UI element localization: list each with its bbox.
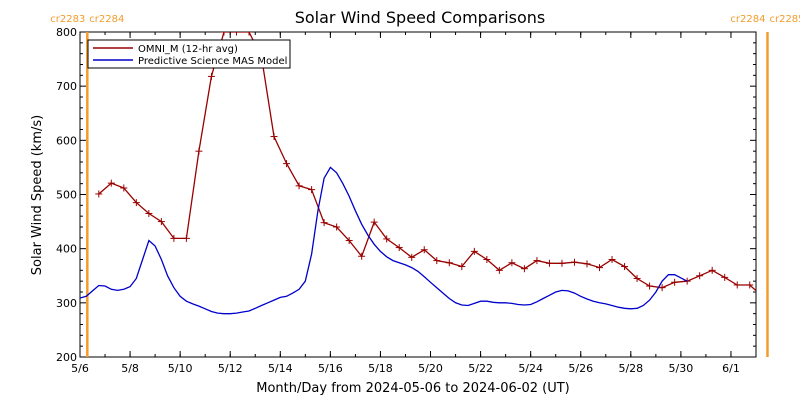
y-tick-label: 500 — [56, 189, 77, 202]
chart-title: Solar Wind Speed Comparisons — [295, 8, 546, 27]
x-tick-label: 5/22 — [468, 362, 493, 375]
data-point — [508, 259, 516, 267]
data-point — [483, 256, 491, 263]
data-point — [671, 278, 679, 286]
data-point — [195, 147, 203, 155]
x-tick-label: 5/24 — [518, 362, 543, 375]
data-point — [358, 252, 366, 260]
x-axis-label: Month/Day from 2024-05-06 to 2024-06-02 … — [256, 381, 569, 396]
data-point — [120, 184, 128, 192]
legend-label-omni: OMNI_M (12-hr avg) — [138, 44, 238, 55]
y-axis: 200 300 400 500 600 700 800 — [56, 26, 756, 364]
data-point — [132, 199, 140, 207]
x-tick-label: 5/16 — [318, 362, 343, 375]
data-point — [170, 234, 178, 242]
data-point — [708, 266, 716, 274]
data-point — [658, 284, 666, 292]
data-point — [308, 186, 316, 194]
data-point — [320, 219, 328, 227]
data-point — [408, 253, 416, 261]
y-tick-label: 700 — [56, 80, 77, 93]
x-tick-label: 5/26 — [568, 362, 593, 375]
x-tick-label: 5/6 — [71, 362, 89, 375]
y-tick-label: 200 — [56, 351, 77, 364]
data-point — [596, 264, 604, 272]
y-tick-label: 400 — [56, 243, 77, 256]
y-axis-label: Solar Wind Speed (km/s) — [30, 115, 45, 275]
x-tick-label: 6/1 — [722, 362, 740, 375]
series-layer — [80, 32, 778, 315]
data-point — [145, 209, 153, 217]
data-point — [621, 263, 629, 271]
data-point — [608, 256, 616, 263]
data-point — [295, 182, 303, 190]
series-line-0 — [98, 32, 756, 292]
x-tick-label: 5/12 — [218, 362, 243, 375]
data-point — [721, 273, 729, 281]
y-tick-label: 300 — [56, 297, 77, 310]
data-point — [157, 218, 165, 226]
data-point — [445, 259, 453, 267]
plot-frame — [79, 31, 757, 358]
data-point — [570, 258, 578, 266]
carrington-lines — [86, 32, 769, 357]
data-point — [646, 282, 654, 290]
carrington-right-label: cr2284 — [89, 14, 124, 25]
data-point — [433, 257, 441, 265]
data-point — [633, 274, 641, 282]
y-tick-label: 600 — [56, 134, 77, 147]
data-point — [345, 237, 353, 245]
plot-border — [79, 31, 757, 358]
data-point — [95, 190, 103, 198]
data-point — [771, 290, 778, 297]
data-point — [683, 277, 691, 285]
data-point — [207, 72, 215, 80]
legend-box — [87, 39, 291, 69]
data-point — [458, 263, 466, 271]
x-tick-label: 5/20 — [418, 362, 443, 375]
data-point — [370, 218, 378, 226]
y-tick-label: 800 — [56, 26, 77, 39]
x-tick-label: 5/14 — [268, 362, 293, 375]
legend: OMNI_M (12-hr avg) Predictive Science MA… — [87, 39, 291, 69]
carrington-left-label: cr2284 — [730, 14, 765, 25]
data-point — [533, 257, 541, 265]
data-point — [583, 260, 591, 268]
x-tick-label: 5/30 — [669, 362, 694, 375]
data-point — [420, 246, 428, 254]
x-tick-label: 5/10 — [168, 362, 193, 375]
data-point — [107, 179, 115, 187]
data-point — [545, 259, 553, 267]
data-point — [495, 266, 503, 274]
data-point — [733, 281, 741, 289]
data-point — [395, 244, 403, 252]
data-point — [746, 281, 754, 289]
data-point — [270, 133, 278, 141]
data-point — [470, 247, 478, 255]
data-point — [283, 160, 291, 168]
data-point — [520, 265, 528, 273]
data-point — [232, 32, 240, 36]
data-point — [245, 32, 253, 36]
data-point — [759, 293, 766, 300]
data-point — [182, 234, 190, 242]
legend-label-mas: Predictive Science MAS Model — [138, 56, 287, 67]
data-point — [220, 32, 228, 36]
carrington-left-label: cr2283 — [50, 14, 85, 25]
data-point — [333, 223, 341, 231]
x-tick-label: 5/18 — [368, 362, 393, 375]
data-point — [696, 272, 704, 280]
data-point — [558, 259, 566, 267]
x-axis: 5/6 5/8 5/10 5/12 5/14 5/16 5/18 5/20 5/22 5/24 5/… — [71, 32, 757, 375]
x-tick-label: 5/8 — [121, 362, 139, 375]
data-point — [383, 235, 391, 243]
x-tick-label: 5/28 — [618, 362, 643, 375]
series-line-1 — [80, 166, 688, 315]
